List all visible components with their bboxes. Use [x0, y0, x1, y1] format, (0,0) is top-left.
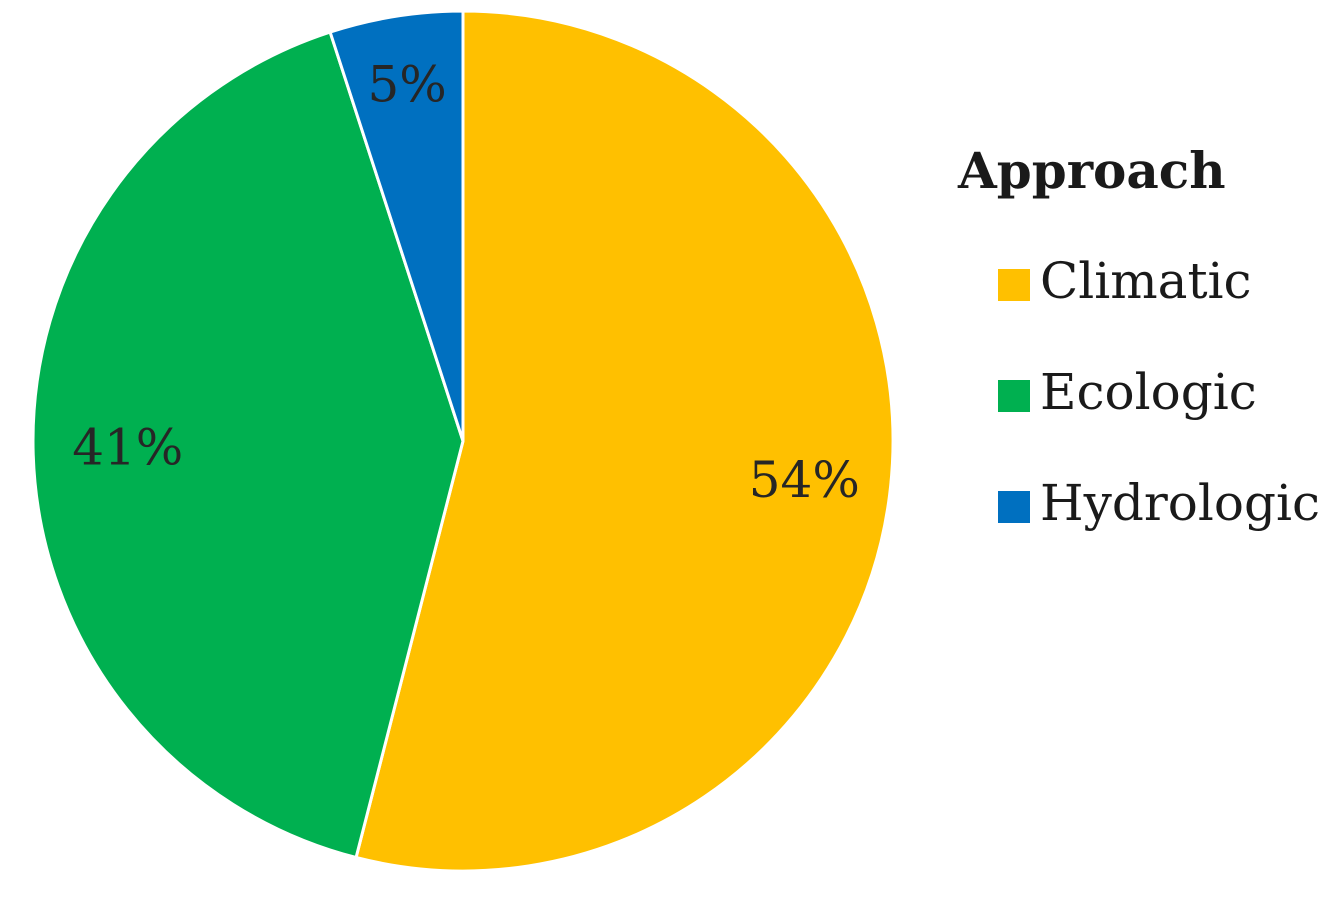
slice-label-climatic: 54%	[749, 451, 860, 509]
pie-slice-climatic	[354, 9, 895, 873]
legend-title: Approach	[957, 141, 1226, 200]
pie-slices	[31, 9, 895, 873]
legend-entries: Climatic Ecologic Hydrologic	[998, 252, 1320, 532]
legend-label-hydrologic: Hydrologic	[1040, 474, 1320, 532]
pie-slice-ecologic	[31, 30, 465, 860]
slice-label-ecologic: 41%	[72, 419, 183, 477]
legend-swatch-climatic	[998, 269, 1030, 301]
pie-slice-hydrologic	[328, 9, 465, 442]
legend-label-ecologic: Ecologic	[1040, 363, 1257, 421]
legend: Approach Climatic Ecologic Hydrologic	[957, 141, 1320, 532]
legend-swatch-hydrologic	[998, 491, 1030, 523]
legend-label-climatic: Climatic	[1040, 252, 1252, 310]
pie-slice-labels: 54% 41% 5%	[72, 55, 860, 509]
slice-label-hydrologic: 5%	[368, 55, 447, 113]
legend-swatch-ecologic	[998, 380, 1030, 412]
